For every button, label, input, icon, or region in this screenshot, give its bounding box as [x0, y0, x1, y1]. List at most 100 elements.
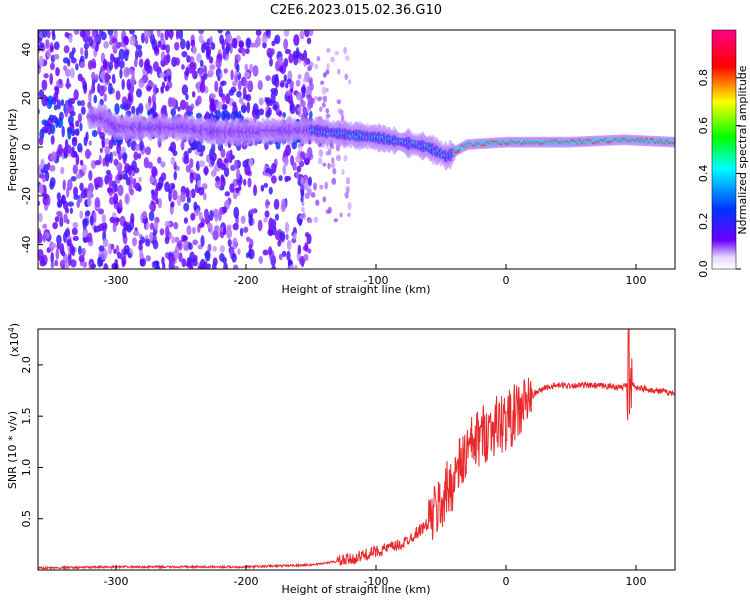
spectrogram-cell: [38, 67, 41, 74]
spectrogram-cell: [272, 104, 279, 111]
spectrogram-cell: [56, 210, 63, 217]
snr-y-tick-label: 1.5: [20, 407, 33, 425]
spectrogram-cell: [46, 30, 51, 39]
spectrogram-cell: [161, 81, 166, 89]
spectrogram-cell: [304, 152, 310, 159]
spectrogram-cell: [56, 99, 62, 110]
spectrogram-cell: [269, 57, 273, 67]
spectrogram-cell: [54, 216, 60, 223]
spectrogram-cell: [321, 86, 327, 95]
spectrogram-cell: [50, 134, 55, 145]
spectrogram-cell: [278, 253, 283, 261]
spectrogram-cell: [268, 186, 273, 195]
spectrogram-cell: [157, 156, 162, 164]
colorbar-gradient: [711, 29, 737, 270]
spectrogram-cell: [212, 230, 219, 241]
spectrogram-cell: [88, 140, 92, 146]
spectrogram-cell: [340, 114, 345, 122]
spectrogram-cell: [80, 106, 86, 115]
spectrogram-cell: [245, 252, 250, 259]
spectrogram-cell: [298, 111, 302, 118]
spectrogram-cell: [111, 37, 118, 44]
spectrogram-cell: [113, 248, 117, 254]
spectrogram-y-tick-label: 40: [20, 43, 33, 57]
spectrogram-cell: [190, 188, 196, 199]
spectrogram-cell: [87, 232, 93, 243]
spectrogram-cell: [225, 150, 232, 161]
spectrogram-cell: [88, 35, 94, 47]
spectrogram-cell: [76, 199, 81, 209]
spectrogram-cell: [129, 30, 135, 35]
spectrogram-cell: [262, 249, 269, 256]
spectrogram-cell: [70, 176, 77, 182]
spectrogram-cell: [224, 191, 231, 197]
spectrogram-cell: [85, 131, 89, 142]
spectrogram-cell: [101, 222, 108, 230]
spectrogram-cell: [71, 227, 78, 236]
spectrogram-cell: [271, 265, 277, 269]
spectrogram-cell: [141, 32, 145, 44]
spectrogram-cell: [219, 72, 223, 79]
spectrogram-cell: [125, 176, 131, 186]
spectrogram-cell: [181, 64, 185, 70]
spectrogram-cell: [181, 234, 186, 243]
spectrogram-cell: [138, 243, 143, 252]
spectrogram-cell: [304, 30, 311, 38]
spectrogram-cell: [46, 194, 51, 207]
spectrogram-cell: [279, 81, 285, 88]
spectrogram-cell: [153, 45, 160, 54]
spectrogram-cell: [306, 85, 311, 93]
spectrogram-cell: [348, 79, 352, 85]
snr-series-line: [38, 329, 675, 570]
spectrogram-cell: [220, 148, 226, 158]
spectrogram-cell: [61, 125, 65, 138]
spectrogram-cell: [93, 94, 98, 104]
snr-frame: [37, 328, 676, 571]
spectrogram-cell: [124, 193, 130, 205]
spectrogram-cell: [343, 46, 347, 55]
spectrogram-cell: [245, 37, 252, 49]
spectrogram-cell: [53, 104, 58, 111]
spectrogram-cell: [174, 41, 180, 51]
spectrogram-cell: [169, 30, 174, 40]
spectrogram-cell: [121, 96, 128, 106]
spectrogram-cell: [249, 63, 254, 73]
spectrogram-cell: [164, 220, 171, 228]
spectrogram-cell: [164, 30, 169, 41]
spectrogram-cell: [274, 213, 279, 221]
spectrogram-cell: [113, 158, 119, 166]
spectrogram-cell: [164, 225, 170, 238]
spectrogram-cell: [123, 35, 129, 46]
spectrogram-cell: [301, 112, 307, 118]
spectrogram-cell: [300, 176, 304, 185]
spectrogram-cell: [139, 139, 144, 151]
spectrogram-cell: [154, 220, 159, 231]
spectrogram-cell: [75, 63, 79, 71]
spectrogram-cell: [118, 48, 125, 61]
spectrogram-cell: [144, 30, 150, 38]
spectrogram-cell: [330, 162, 336, 169]
spectrogram-cell: [66, 126, 73, 134]
spectrogram-cell: [344, 73, 349, 81]
spectrogram-cell: [135, 88, 143, 98]
spectrogram-cell: [79, 159, 84, 166]
spectrogram-cell: [284, 175, 289, 183]
spectrogram-cell: [38, 200, 41, 206]
spectrogram-cell: [140, 253, 144, 260]
spectrogram-cell: [73, 194, 80, 200]
spectrogram-cell: [104, 156, 110, 167]
spectrogram-cell: [229, 183, 235, 193]
spectrogram-cell: [58, 111, 64, 121]
spectrogram-cell: [62, 263, 66, 269]
colorbar-tick-label: 0.6: [697, 117, 710, 135]
spectrogram-cell: [99, 131, 106, 140]
spectrogram-cell: [64, 68, 72, 77]
spectrogram-cell: [102, 238, 109, 248]
spectrogram-cell: [55, 67, 60, 77]
spectrogram-cell: [324, 181, 328, 190]
spectrogram-cell: [99, 147, 104, 153]
spectrogram-cell: [147, 161, 153, 169]
spectrogram-cell: [283, 38, 289, 51]
spectrogram-cell: [104, 145, 111, 156]
spectrogram-cell: [117, 184, 124, 197]
